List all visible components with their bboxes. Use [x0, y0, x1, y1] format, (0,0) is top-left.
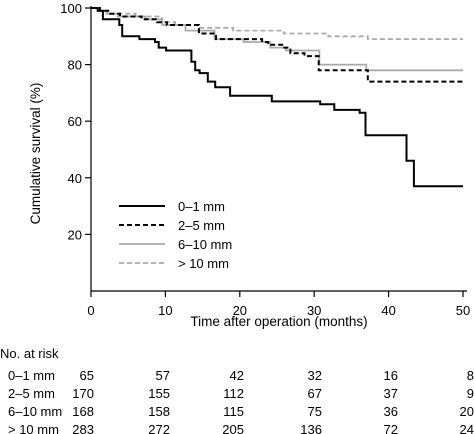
risk-cell: 170	[72, 386, 94, 401]
y-tick-label: 60	[68, 114, 82, 129]
risk-cell: 158	[148, 404, 170, 419]
legend-label: > 10 mm	[178, 256, 229, 271]
y-tick-label: 20	[68, 227, 82, 242]
risk-cell: 36	[384, 404, 398, 419]
y-tick-label: 80	[68, 58, 82, 73]
series-line-3	[91, 7, 463, 40]
x-tick-label: 0	[87, 303, 94, 318]
risk-cell: 32	[308, 368, 322, 383]
risk-cell: 283	[72, 422, 94, 434]
x-tick-label: 50	[456, 303, 470, 318]
risk-row-label: > 10 mm	[8, 422, 59, 434]
plot-lines	[91, 7, 463, 188]
risk-cell: 57	[156, 368, 170, 383]
risk-cell: 8	[467, 368, 474, 383]
x-tick-label: 40	[381, 303, 395, 318]
risk-row-label: 2–5 mm	[8, 386, 55, 401]
risk-row-label: 6–10 mm	[8, 404, 62, 419]
risk-cell: 72	[384, 422, 398, 434]
y-tick-label: 40	[68, 171, 82, 186]
risk-cell: 205	[222, 422, 244, 434]
x-tick-label: 10	[158, 303, 172, 318]
risk-table-header: No. at risk	[0, 346, 59, 361]
risk-cell: 24	[460, 422, 474, 434]
series-line-0	[91, 7, 463, 188]
y-axis-label: Cumulative survival (%)	[28, 83, 43, 225]
legend-label: 6–10 mm	[178, 237, 232, 252]
risk-cell: 42	[230, 368, 244, 383]
y-tick-label: 100	[60, 1, 82, 16]
x-axis-label: Time after operation (months)	[190, 314, 367, 329]
risk-cell: 155	[148, 386, 170, 401]
x-tick-label: 30	[307, 303, 321, 318]
risk-cell: 168	[72, 404, 94, 419]
risk-cell: 67	[308, 386, 322, 401]
legend-label: 2–5 mm	[178, 218, 225, 233]
risk-row-label: 0–1 mm	[8, 368, 55, 383]
risk-cell: 75	[308, 404, 322, 419]
risk-cell: 115	[223, 404, 244, 419]
axes: 20 40 60 80 100 0 10 20 30 40 50	[60, 1, 470, 318]
risk-cell: 9	[467, 386, 474, 401]
x-tick-label: 20	[233, 303, 247, 318]
legend-label: 0–1 mm	[178, 199, 225, 214]
risk-cell: 272	[148, 422, 170, 434]
risk-cell: 20	[460, 404, 474, 419]
risk-cell: 112	[223, 386, 244, 401]
legend: 0–1 mm 2–5 mm 6–10 mm > 10 mm	[119, 199, 232, 271]
risk-cell: 37	[384, 386, 398, 401]
risk-cell: 16	[384, 368, 398, 383]
risk-cell: 65	[80, 368, 94, 383]
risk-cell: 136	[300, 422, 322, 434]
series-line-1	[91, 7, 463, 83]
